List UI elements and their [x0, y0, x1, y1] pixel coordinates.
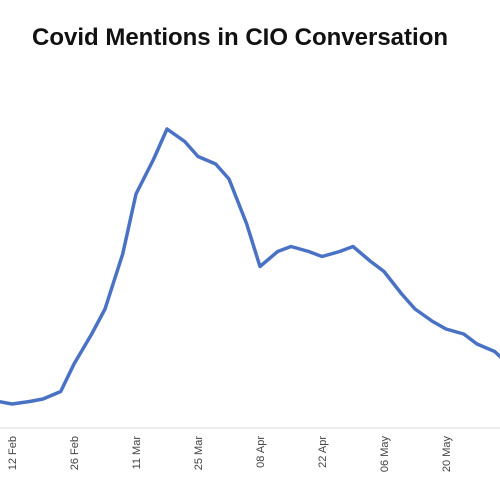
series-line	[0, 127, 500, 406]
x-tick-label: 26 Feb	[69, 436, 81, 470]
x-tick-label: 22 Apr	[317, 436, 329, 468]
x-tick-label: 08 Apr	[255, 436, 267, 468]
x-tick-label: 20 May	[441, 436, 453, 473]
x-tick-labels: 12 Feb 26 Feb 11 Mar 25 Mar 08 Apr 22 Apr 06 M…	[7, 436, 453, 473]
x-tick-label: 11 Mar	[131, 436, 143, 470]
x-tick-label: 12 Feb	[7, 436, 19, 470]
chart-title: Covid Mentions in CIO Conversation	[31, 24, 449, 51]
x-tick-label: 25 Mar	[193, 436, 205, 471]
x-tick-label: 06 May	[379, 436, 391, 473]
